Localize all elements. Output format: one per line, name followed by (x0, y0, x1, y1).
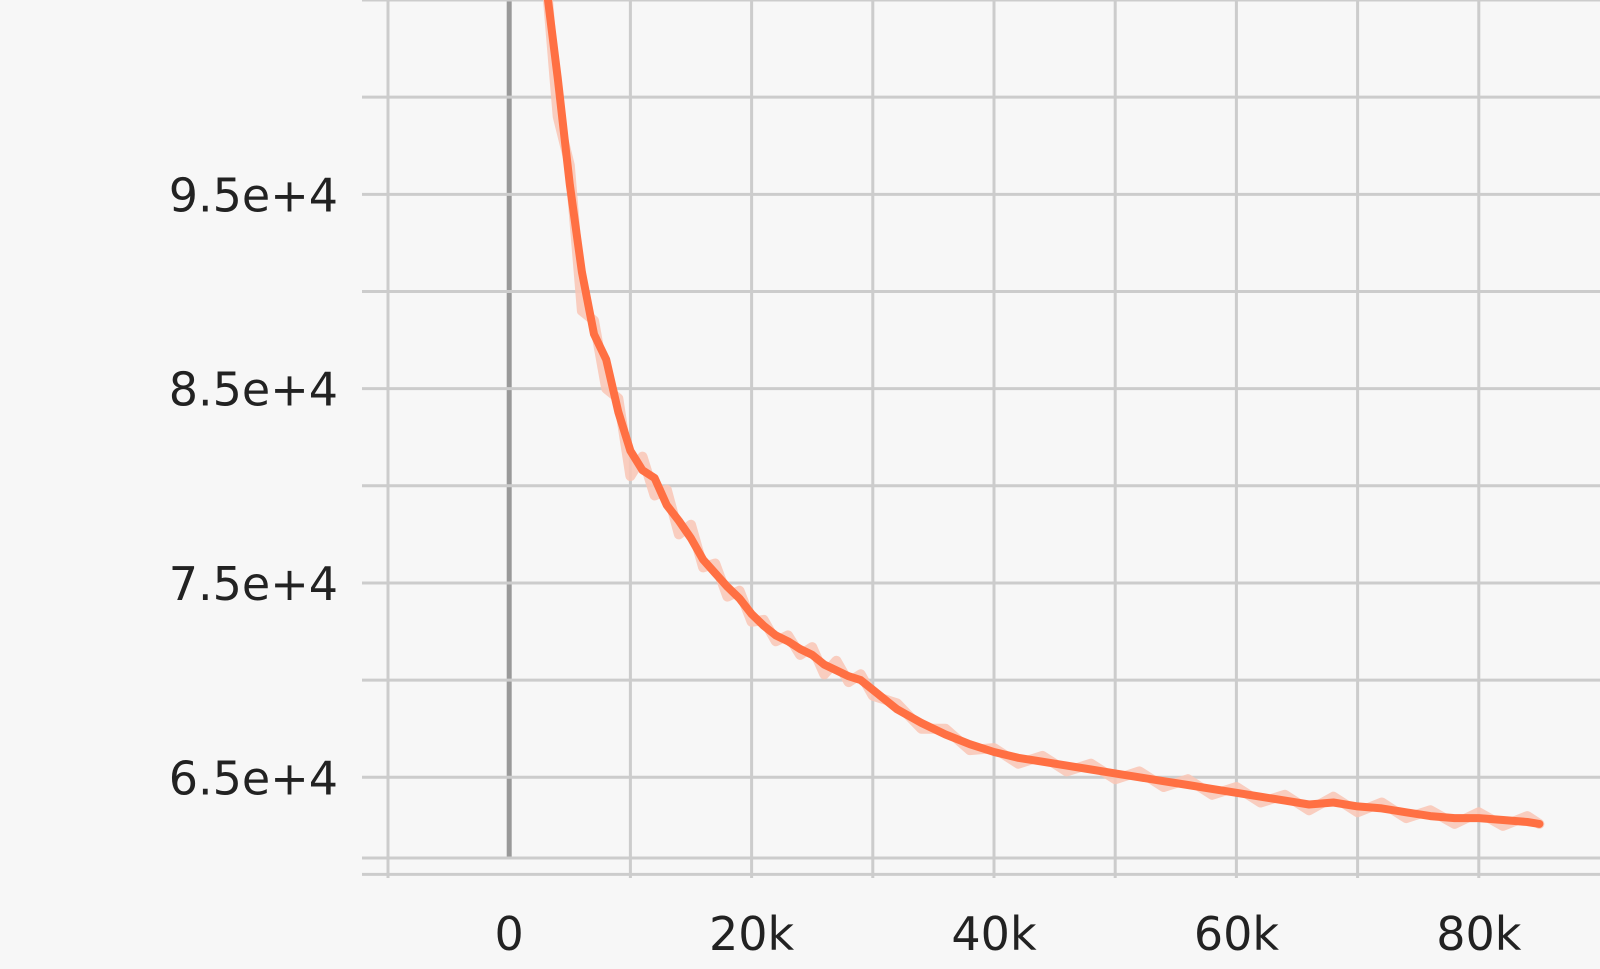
y-tick-label: 6.5e+4 (169, 751, 338, 805)
y-tick-label: 7.5e+4 (169, 557, 338, 611)
smoothed-series-line (544, 0, 1544, 828)
tick-label-layer: 6.5e+4 7.5e+4 8.5e+4 9.5e+4 0 20k 40k 60k 80k (169, 168, 1522, 961)
smoothed-series-layer (544, 0, 1544, 828)
x-tick-label: 60k (1194, 907, 1280, 961)
y-tick-label: 9.5e+4 (169, 168, 338, 222)
x-tick-label: 0 (495, 907, 524, 961)
x-tick-label: 20k (709, 907, 795, 961)
y-tick-label: 8.5e+4 (169, 363, 338, 417)
x-tick-label: 40k (951, 907, 1037, 961)
grid-layer (362, 0, 1600, 878)
x-tick-label: 80k (1436, 907, 1522, 961)
